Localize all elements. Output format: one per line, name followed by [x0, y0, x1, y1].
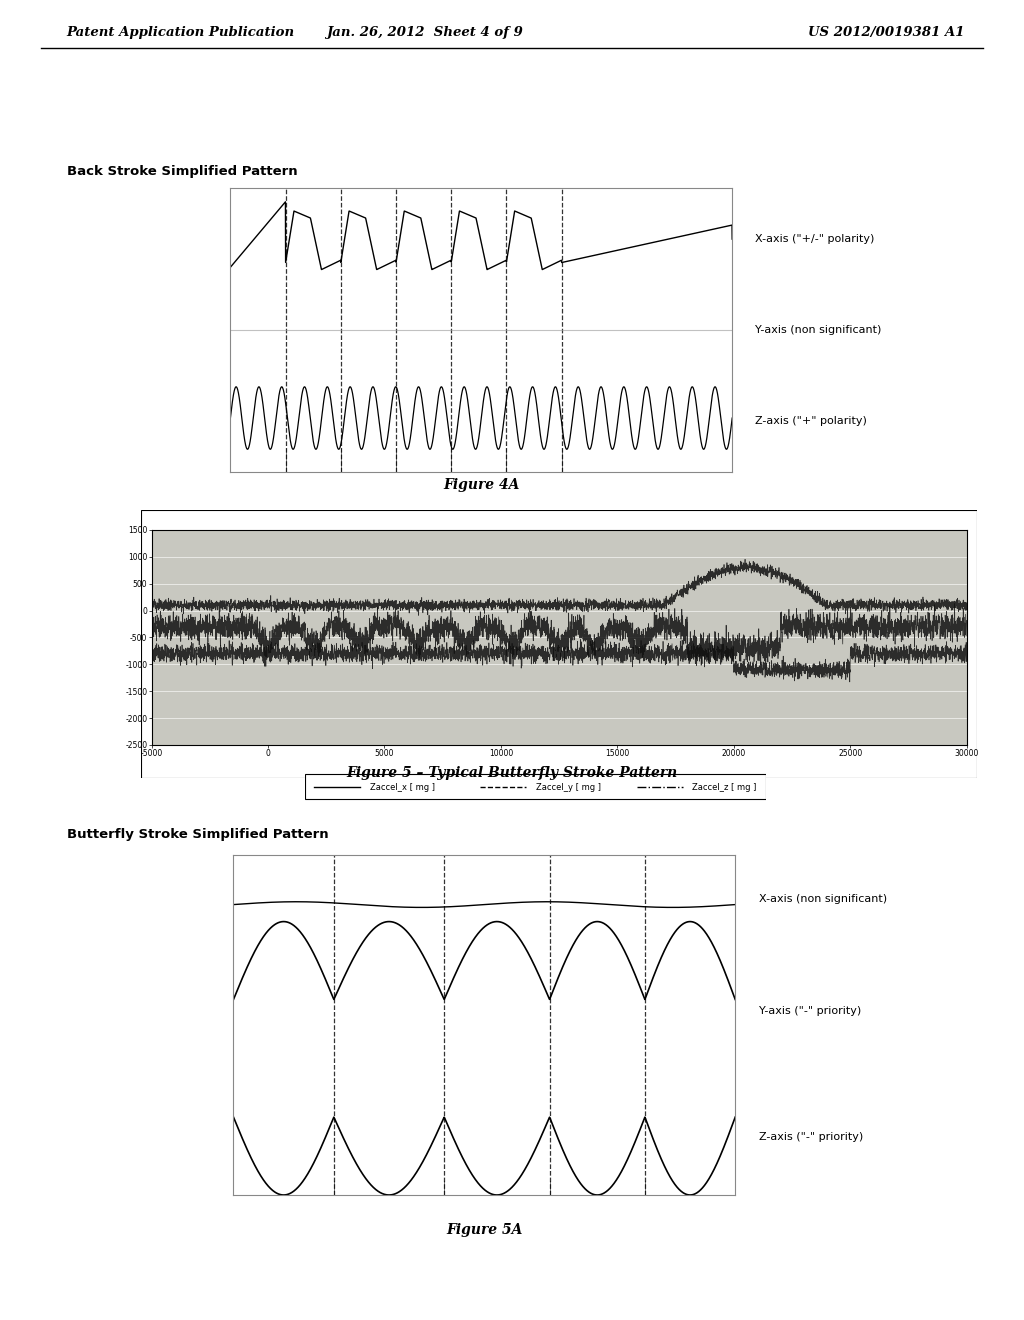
Text: Zaccel_z [ mg ]: Zaccel_z [ mg ]: [692, 783, 757, 792]
Text: Figure 4A: Figure 4A: [443, 478, 519, 492]
Text: Figure 5A: Figure 5A: [446, 1222, 522, 1237]
Text: Z-axis ("-" priority): Z-axis ("-" priority): [759, 1133, 863, 1142]
Text: Back Stroke Simplified Pattern: Back Stroke Simplified Pattern: [67, 165, 297, 178]
Text: Zaccel_x [ mg ]: Zaccel_x [ mg ]: [370, 783, 434, 792]
Text: Z-axis ("+" polarity): Z-axis ("+" polarity): [755, 416, 867, 426]
Text: X-axis ("+/-" polarity): X-axis ("+/-" polarity): [755, 234, 874, 244]
Text: Figure 5 – Typical Butterfly Stroke Pattern: Figure 5 – Typical Butterfly Stroke Patt…: [346, 767, 678, 780]
Text: Zaccel_y [ mg ]: Zaccel_y [ mg ]: [536, 783, 600, 792]
Text: Y-axis ("-" priority): Y-axis ("-" priority): [759, 1006, 861, 1016]
Text: Jan. 26, 2012  Sheet 4 of 9: Jan. 26, 2012 Sheet 4 of 9: [327, 26, 523, 38]
Text: Butterfly Stroke Simplified Pattern: Butterfly Stroke Simplified Pattern: [67, 828, 328, 841]
Bar: [305, 774, 766, 799]
Text: US 2012/0019381 A1: US 2012/0019381 A1: [808, 26, 964, 38]
Text: Patent Application Publication: Patent Application Publication: [67, 26, 295, 38]
Text: X-axis (non significant): X-axis (non significant): [759, 894, 887, 904]
Text: Y-axis (non significant): Y-axis (non significant): [755, 325, 882, 335]
